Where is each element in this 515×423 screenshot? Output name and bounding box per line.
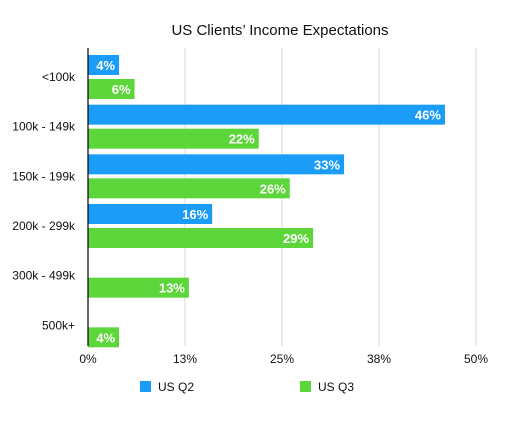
data-label: 4% [96,330,115,345]
bar [88,55,120,75]
category-label: 200k - 299k [12,219,76,233]
bars [88,55,445,348]
data-label: 6% [112,82,131,97]
bar [88,228,314,248]
data-label: 33% [314,157,340,172]
legend: US Q2 US Q3 [140,380,354,394]
category-label: 150k - 199k [12,169,76,183]
bar [88,277,189,298]
bar [88,128,259,149]
data-label: 13% [159,281,185,296]
bar [88,204,213,224]
data-label: 29% [283,231,309,246]
bar [88,154,345,175]
category-label: 300k - 499k [12,269,76,283]
x-tick-label: 25% [270,352,294,366]
data-label: 26% [260,181,286,196]
legend-label: US Q2 [158,380,194,394]
bar [88,178,290,199]
x-tick-label: 38% [367,352,391,366]
category-label: 100k - 149k [12,120,76,134]
bar [88,79,135,99]
data-label: 4% [96,58,115,73]
x-tick-label: 50% [464,352,488,366]
data-label: 16% [182,207,208,222]
legend-swatch [140,381,151,392]
category-label: <100k [42,70,76,84]
category-label: 500k+ [42,318,75,332]
x-tick-label: 13% [173,352,197,366]
legend-label: US Q3 [318,380,354,394]
labels: 0% 13% 25% 38% 50% <100k 100k - 149k 150k - 199… [12,58,488,366]
bar [88,327,120,348]
legend-swatch [300,381,311,392]
x-tick-label: 0% [79,352,97,366]
bar [88,104,445,125]
chart-title: US Clients’ Income Expectations [171,22,388,39]
data-label: 46% [415,108,441,123]
data-label: 22% [229,132,255,147]
